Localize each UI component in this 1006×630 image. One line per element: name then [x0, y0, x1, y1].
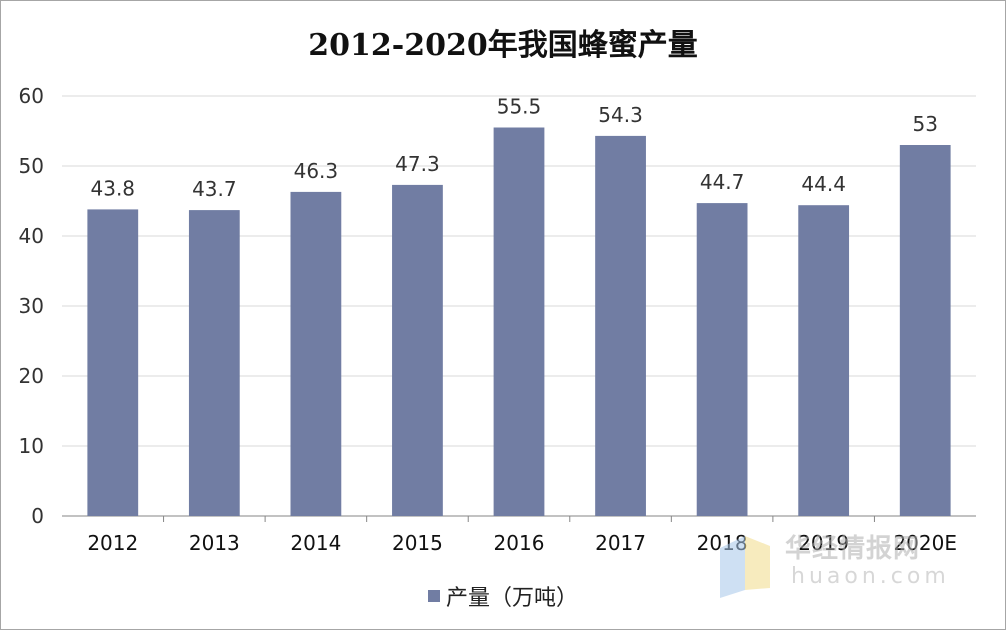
data-label: 55.5	[497, 95, 542, 119]
y-tick-label: 60	[19, 84, 44, 108]
data-label: 44.4	[801, 172, 846, 196]
bar	[188, 210, 240, 516]
legend-label: 产量（万吨）	[445, 586, 578, 611]
y-tick-label: 0	[31, 504, 44, 528]
chart-title: 2012-2020年我国蜂蜜产量	[308, 28, 698, 63]
y-tick-label: 40	[19, 224, 44, 248]
y-tick-label: 50	[19, 154, 44, 178]
data-label: 54.3	[598, 103, 643, 127]
y-tick-label: 10	[19, 434, 44, 458]
bar	[899, 145, 951, 516]
x-tick-label: 2017	[595, 531, 646, 555]
bar	[290, 191, 342, 516]
data-label: 43.7	[192, 177, 237, 201]
bar	[595, 135, 646, 516]
bar	[696, 203, 748, 516]
data-label: 44.7	[700, 170, 745, 194]
x-tick-label: 2014	[290, 531, 341, 555]
x-tick-label: 2016	[494, 531, 545, 555]
bar	[392, 184, 443, 516]
legend: 产量（万吨）	[0, 580, 1006, 612]
bar	[798, 205, 850, 516]
x-tick-label: 2013	[189, 531, 240, 555]
data-label: 53	[912, 112, 937, 136]
x-tick-label: 2020E	[893, 531, 957, 555]
data-label: 43.8	[91, 176, 136, 200]
data-labels: 43.8 43.7 46.3 47.3 55.5 54.3 44.7 44.4 53	[91, 95, 938, 202]
y-tick-label: 30	[19, 294, 44, 318]
x-tick-label: 2015	[392, 531, 443, 555]
data-label: 47.3	[395, 152, 440, 176]
data-label: 46.3	[294, 159, 339, 183]
y-tick-label: 20	[19, 364, 44, 388]
x-tick-label: 2019	[798, 531, 849, 555]
y-axis-ticks: 0 10 20 30 40 50 60	[19, 84, 44, 528]
bar	[87, 209, 139, 516]
x-tick-label: 2018	[697, 531, 748, 555]
x-axis-ticks: 2012 2013 2014 2015 2016 2017 2018 2019 2020E	[87, 516, 957, 555]
x-tick-label: 2012	[87, 531, 138, 555]
legend-swatch	[427, 590, 440, 602]
bar	[493, 127, 545, 516]
bars	[87, 127, 951, 516]
